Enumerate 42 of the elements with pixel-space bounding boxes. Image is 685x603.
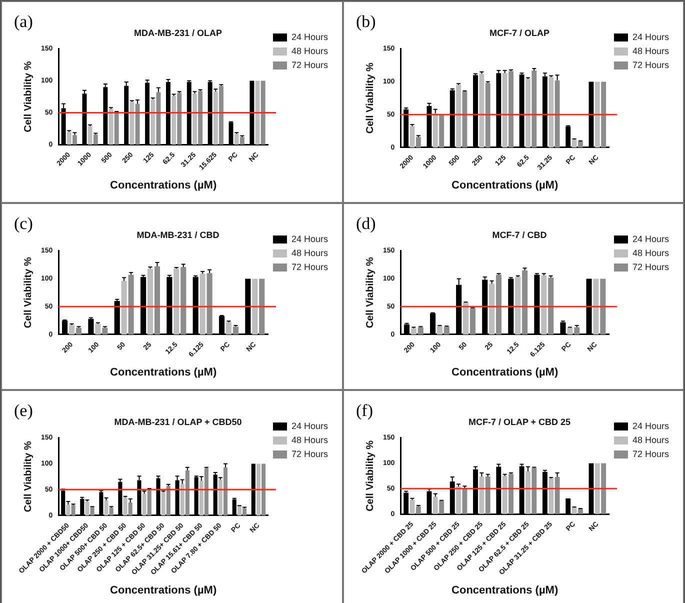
legend-label: 72 Hours	[291, 262, 328, 272]
legend-label: 24 Hours	[291, 420, 328, 431]
y-axis-title: Cell Viability %	[22, 61, 34, 132]
x-axis-title: Concentrations (µM)	[110, 179, 217, 192]
chart-title: MDA-MB-231 / OLAP + CBD50	[114, 416, 242, 427]
text: (f)	[356, 401, 373, 421]
x-axis-title: Concentrations (µM)	[110, 584, 217, 596]
legend-label: 48 Hours	[632, 248, 670, 258]
y-axis-title: Cell Viability %	[22, 441, 34, 512]
legend-label: 72 Hours	[632, 262, 670, 272]
text: (a)	[14, 12, 33, 32]
text: (b)	[356, 12, 376, 32]
legend-label: 72 Hours	[291, 60, 328, 70]
y-axis-title: Cell Viability %	[364, 257, 376, 328]
legend-label: 48 Hours	[632, 46, 670, 56]
legend-label: 24 Hours	[632, 420, 670, 431]
legend-label: 48 Hours	[291, 434, 328, 445]
x-axis-title: Concentrations (µM)	[452, 179, 558, 192]
text: (e)	[14, 401, 33, 421]
legend-label: 24 Hours	[291, 234, 328, 244]
chart-title: MDA-MB-231 / OLAP	[134, 28, 222, 38]
chart-title: MCF-7 / OLAP + CBD 25	[468, 416, 571, 427]
chart-title: MCF-7 / CBD	[492, 230, 548, 240]
text: (d)	[356, 214, 376, 234]
legend-label: 48 Hours	[632, 434, 670, 445]
x-axis-title: Concentrations (µM)	[452, 366, 558, 378]
chart-title: MCF-7 / OLAP	[490, 28, 550, 38]
legend-label: 24 Hours	[291, 32, 328, 42]
legend-label: 48 Hours	[291, 248, 328, 258]
y-axis-title: Cell Viability %	[22, 257, 34, 328]
y-axis-title: Cell Viability %	[364, 440, 376, 512]
text: (c)	[14, 214, 33, 234]
legend-label: 72 Hours	[632, 448, 670, 459]
legend-label: 24 Hours	[632, 32, 670, 42]
legend-label: 72 Hours	[291, 448, 328, 459]
x-axis-title: Concentrations (µM)	[110, 366, 217, 378]
legend-label: 24 Hours	[632, 234, 670, 244]
x-axis-title: Concentrations (µM)	[452, 584, 558, 596]
y-axis-title: Cell Viability %	[364, 62, 376, 134]
legend-label: 48 Hours	[291, 46, 328, 56]
legend-label: 72 Hours	[632, 60, 670, 70]
chart-title: MDA-MB-231 / CBD	[136, 230, 220, 240]
